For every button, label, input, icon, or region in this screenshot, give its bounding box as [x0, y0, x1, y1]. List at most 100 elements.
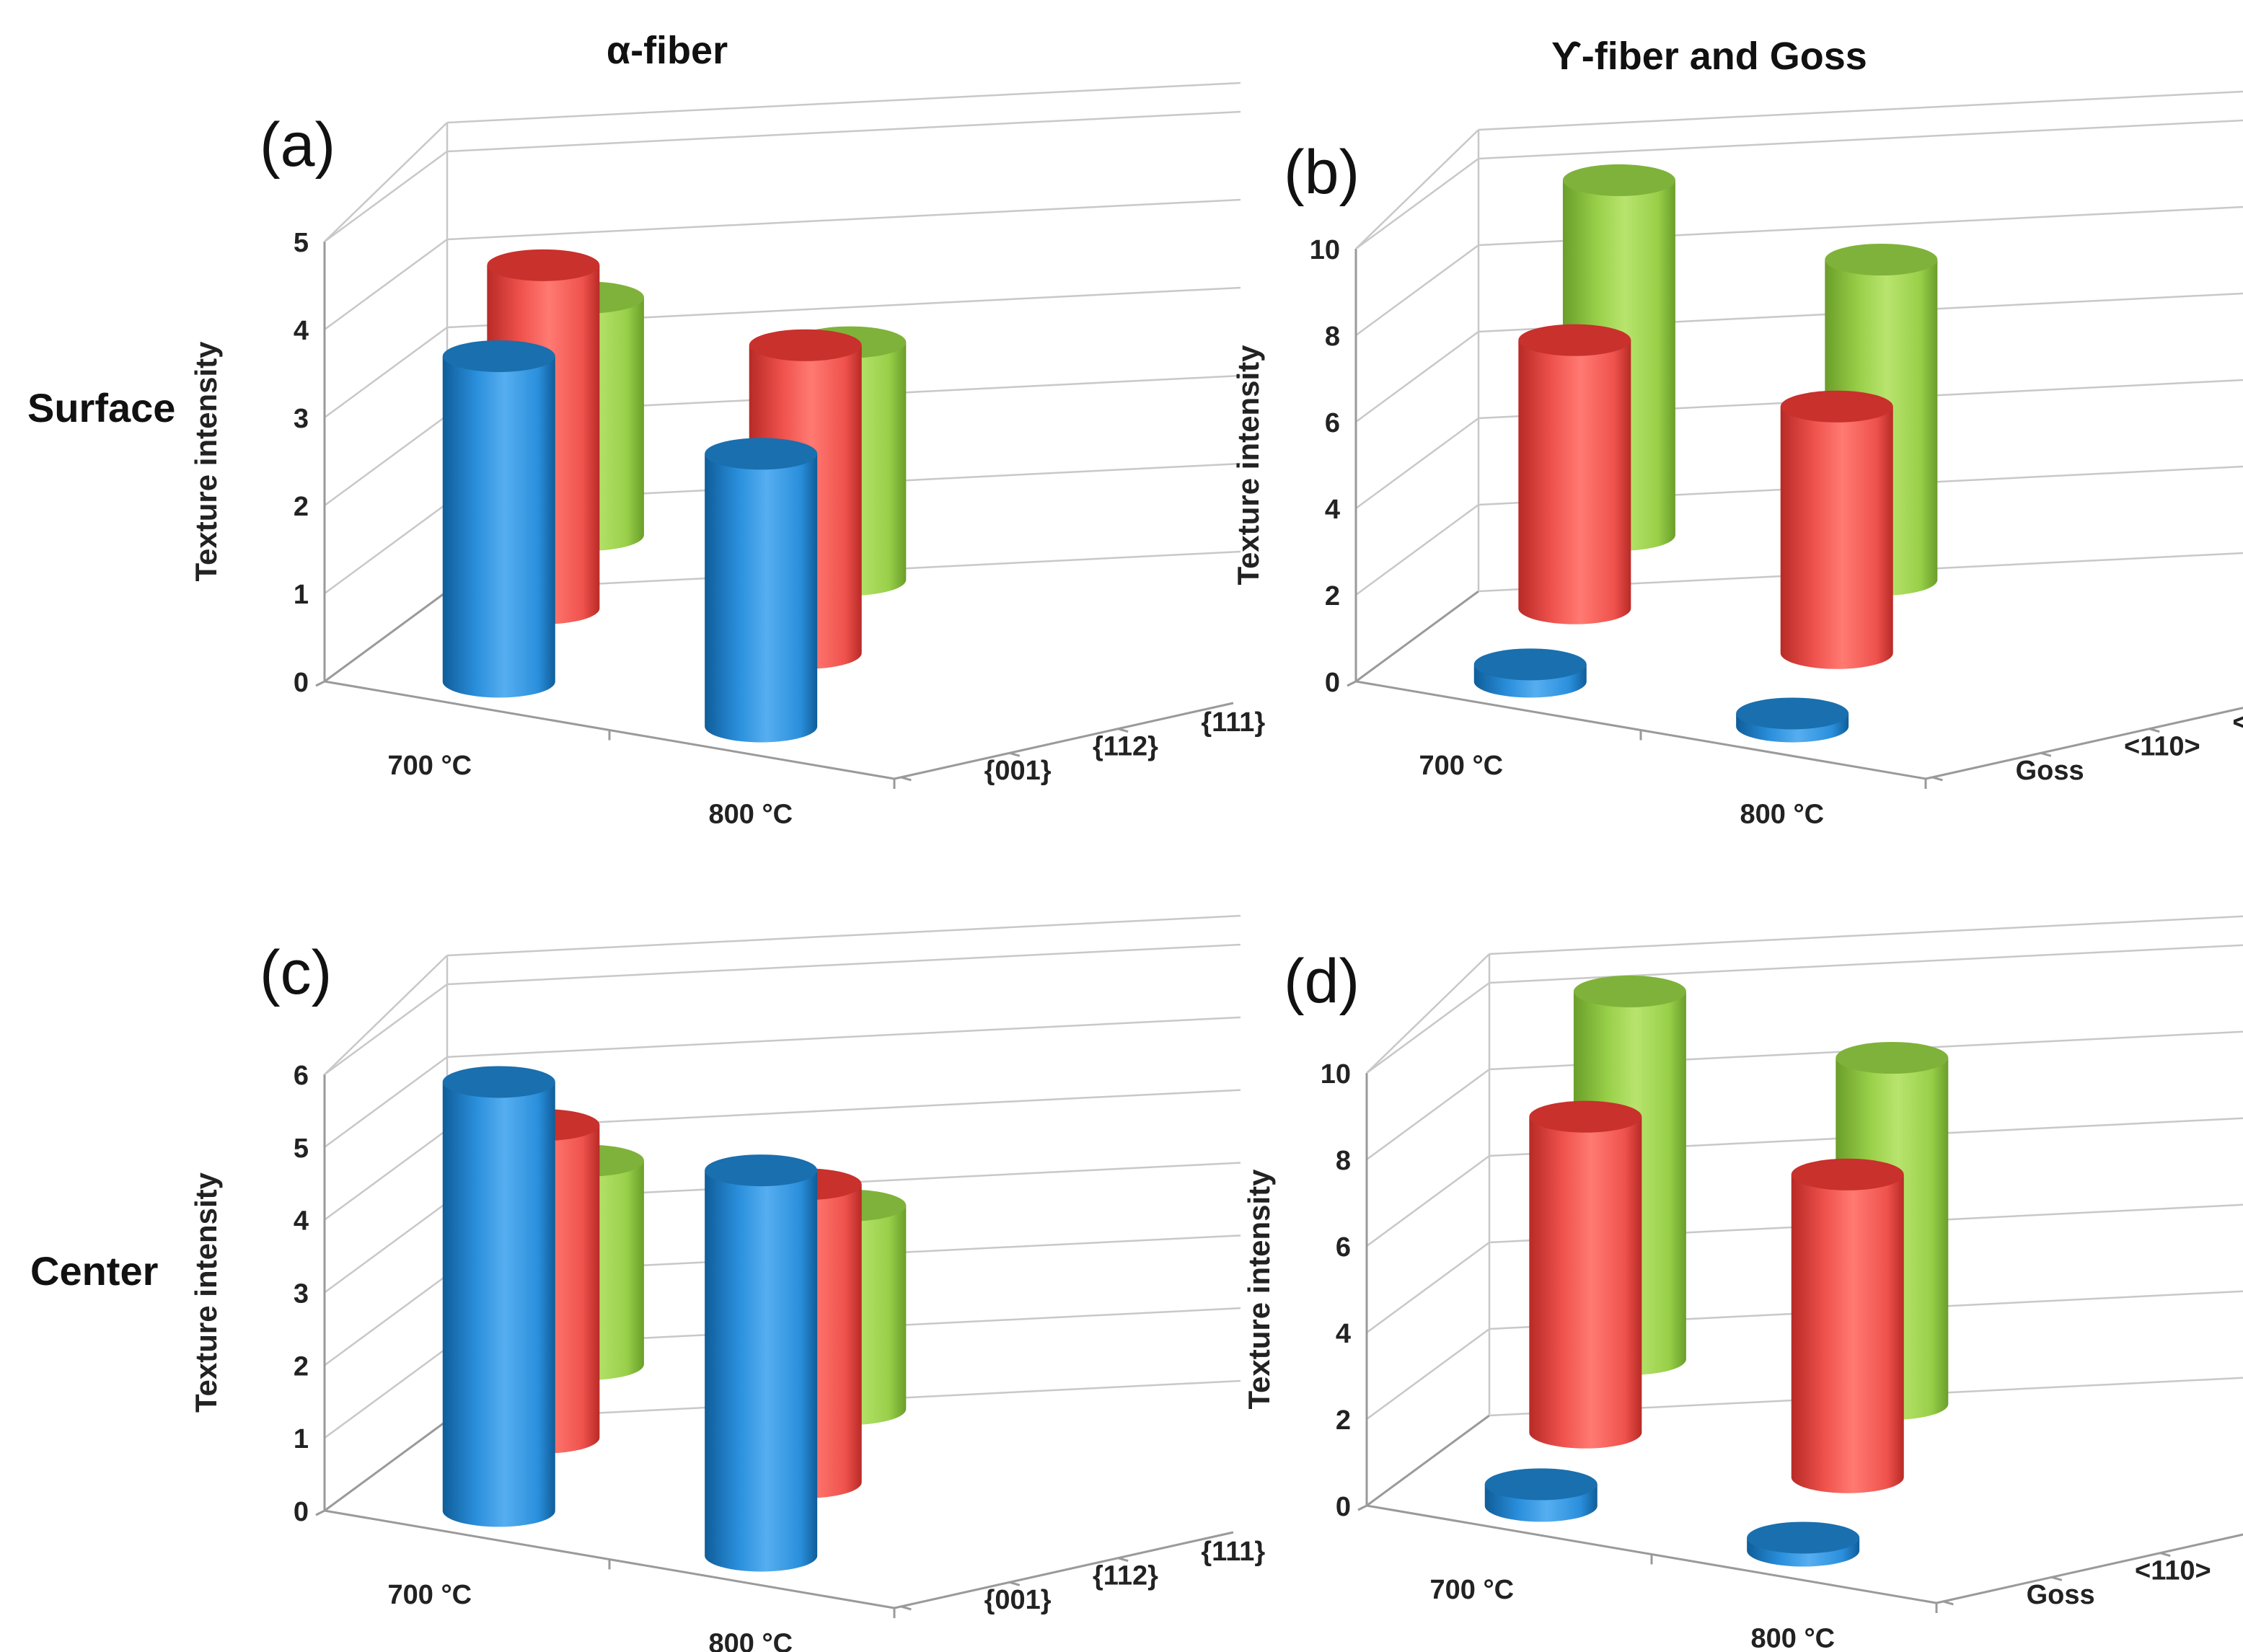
- panel-label: (a): [260, 110, 335, 180]
- wall-top-back: [446, 914, 1241, 957]
- column-title-alpha-fiber: α-fiber: [607, 29, 728, 72]
- gridline-left: [324, 590, 448, 683]
- series-label: {111}: [1201, 707, 1265, 738]
- y-tick-label: 10: [1321, 1059, 1351, 1090]
- y-axis-label: Texture intensity: [1231, 345, 1265, 586]
- bar-body: [442, 1082, 555, 1527]
- bar-Goss-700 °C: [1484, 1468, 1598, 1522]
- depth-tick: [1942, 1600, 1954, 1606]
- depth-axis: [1925, 707, 2243, 780]
- row-label-surface: Surface: [27, 385, 175, 430]
- bar-top: [1825, 243, 1938, 275]
- bar-top: [1836, 1041, 1949, 1074]
- bar-Goss-800 °C: [1736, 697, 1849, 743]
- gridline-left: [324, 1201, 448, 1294]
- gridline-left: [324, 238, 448, 331]
- x-tick: [1357, 1504, 1367, 1511]
- chart-panel-b: (b) 0 2 4 6 8 10 700 °C 800 °C Goss <110> <112> Text…: [1231, 90, 2243, 829]
- depth-tick: [2149, 728, 2160, 733]
- gridline-left: [1355, 503, 1479, 596]
- gridline-left: [324, 1128, 448, 1221]
- bar-body: [1518, 340, 1631, 624]
- x-category-label: 700 °C: [388, 1580, 472, 1610]
- y-tick-label: 0: [294, 668, 309, 698]
- depth-axis: [894, 702, 1234, 780]
- panel-label: (d): [1284, 947, 1360, 1016]
- panel-label: (c): [260, 938, 332, 1007]
- gridline-back: [446, 1016, 1241, 1059]
- bar-<110>-800 °C: [1780, 390, 1893, 669]
- series-label: {112}: [1093, 732, 1158, 762]
- bar-top: [1562, 164, 1675, 196]
- y-tick-label: 2: [294, 1351, 309, 1382]
- x-category-label: 800 °C: [1740, 799, 1825, 829]
- bar-<110>-800 °C: [1791, 1158, 1904, 1493]
- series-label: Goss: [2016, 756, 2084, 786]
- gridline-left: [324, 1347, 448, 1439]
- wall-top-back: [1489, 915, 2243, 955]
- y-tick-label: 4: [1336, 1319, 1351, 1349]
- series-label: {112}: [1093, 1561, 1158, 1591]
- depth-tick: [2051, 1576, 2063, 1581]
- depth-tick: [2040, 751, 2052, 757]
- y-tick-label: 3: [294, 1279, 309, 1309]
- series-label: <110>: [2135, 1556, 2211, 1586]
- bar-top: [749, 329, 862, 361]
- bar-top: [1736, 697, 1849, 730]
- gridline-left: [1355, 590, 1479, 683]
- gridline-left: [1366, 1328, 1490, 1421]
- depth-tick: [2159, 1552, 2171, 1558]
- gridline-left: [324, 983, 448, 1076]
- bar-top: [1573, 975, 1686, 1007]
- gridline-back: [1478, 119, 2243, 160]
- series-label: {111}: [1201, 1537, 1265, 1567]
- y-tick-label: 6: [294, 1061, 309, 1091]
- bar-top: [487, 249, 600, 281]
- panel-label: (b): [1284, 138, 1360, 207]
- y-tick-label: 1: [294, 1424, 309, 1454]
- x-tick: [315, 680, 325, 687]
- bar-Goss-800 °C: [1747, 1521, 1860, 1567]
- wall-top-back: [1478, 90, 2243, 131]
- y-tick-label: 0: [1325, 668, 1340, 698]
- bar-top: [1473, 648, 1587, 681]
- column-title-gamma-fiber-goss: ϒ-fiber and Goss: [1551, 35, 1867, 78]
- bar-{001}-700 °C: [442, 340, 555, 698]
- bar-{001}-800 °C: [705, 1154, 818, 1572]
- bar-top: [705, 1154, 818, 1187]
- y-tick-label: 4: [1325, 495, 1340, 525]
- x-category-label: 700 °C: [1430, 1575, 1515, 1605]
- wall-top-left: [1355, 129, 1479, 249]
- depth-tick: [900, 776, 912, 782]
- wall-top-back: [446, 81, 1241, 124]
- gridline-left: [324, 150, 448, 243]
- gridline-left: [1355, 330, 1479, 423]
- y-tick-label: 4: [294, 316, 309, 346]
- y-tick-label: 2: [1336, 1405, 1351, 1436]
- bar-body: [705, 1170, 818, 1572]
- gridline-left: [1366, 1241, 1490, 1334]
- depth-axis: [1936, 1533, 2243, 1604]
- y-tick-label: 0: [294, 1497, 309, 1527]
- gridline-left: [1355, 244, 1479, 337]
- y-tick-label: 0: [1336, 1492, 1351, 1522]
- gridline-back: [446, 110, 1241, 153]
- depth-tick: [1931, 776, 1943, 782]
- bar-{001}-800 °C: [705, 438, 818, 743]
- gridline-left: [1366, 1154, 1490, 1247]
- x-category-label: 800 °C: [1751, 1623, 1836, 1652]
- y-tick-label: 3: [294, 404, 309, 434]
- bar-body: [705, 454, 818, 743]
- gridline-left: [324, 502, 448, 595]
- gridline-left: [1366, 981, 1490, 1074]
- depth-tick: [1009, 751, 1021, 757]
- bar-body: [1791, 1174, 1904, 1493]
- bar-top: [1529, 1100, 1642, 1133]
- bar-body: [1529, 1116, 1642, 1449]
- bar-top: [1484, 1468, 1598, 1501]
- x-category-label: 800 °C: [709, 1628, 793, 1652]
- y-tick-label: 5: [294, 228, 309, 258]
- bar-{001}-700 °C: [442, 1066, 555, 1527]
- bar-top: [442, 1066, 555, 1098]
